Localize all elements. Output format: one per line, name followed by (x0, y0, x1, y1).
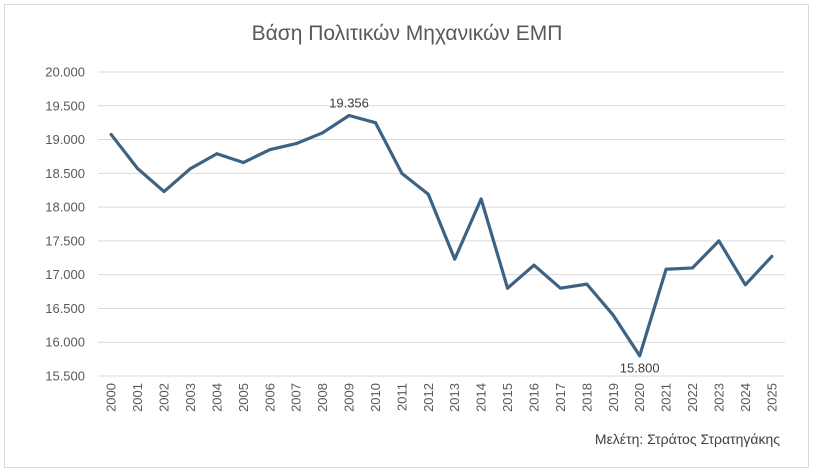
data-point (532, 263, 536, 267)
data-labels: 19.356 15.800 (329, 96, 659, 376)
y-tick-label: 19.500 (45, 98, 85, 113)
chart-title: Βάση Πολιτικών Μηχανικών ΕΜΠ (251, 22, 563, 45)
x-tick-label: 2009 (342, 383, 357, 412)
x-tick-label: 2012 (421, 383, 436, 412)
data-point (188, 167, 192, 171)
data-point (294, 142, 298, 146)
series-line (109, 113, 774, 358)
x-tick-label: 2003 (183, 383, 198, 412)
data-point (321, 131, 325, 135)
data-point (611, 313, 615, 317)
data-point (400, 171, 404, 175)
x-tick-label: 2021 (659, 383, 674, 412)
x-tick-label: 2013 (447, 383, 462, 412)
x-tick-label: 2014 (474, 383, 489, 412)
data-point (691, 266, 695, 270)
data-point (241, 161, 245, 165)
data-point (717, 239, 721, 243)
x-tick-label: 2007 (289, 383, 304, 412)
x-tick-label: 2024 (738, 383, 753, 412)
data-point (268, 148, 272, 152)
x-tick-label: 2020 (632, 383, 647, 412)
x-tick-label: 2000 (104, 383, 119, 412)
x-tick-label: 2018 (579, 383, 594, 412)
data-point (373, 121, 377, 125)
data-point (585, 282, 589, 286)
x-tick-label: 2017 (553, 383, 568, 412)
y-tick-label: 18.000 (45, 200, 85, 215)
x-tick-label: 2016 (526, 383, 541, 412)
data-point (109, 133, 113, 137)
data-point (506, 286, 510, 290)
x-tick-label: 2011 (394, 383, 409, 411)
x-tick-label: 2002 (157, 383, 172, 412)
x-tick-label: 2022 (685, 383, 700, 412)
y-axis: 15.500 16.000 16.500 17.000 17.500 18.000 18.5… (45, 65, 85, 384)
data-point (162, 190, 166, 194)
data-point (664, 267, 668, 271)
x-tick-label: 2010 (368, 383, 383, 412)
data-point (558, 286, 562, 290)
data-point (347, 114, 351, 118)
data-label: 15.800 (620, 361, 660, 376)
chart-frame (4, 4, 809, 468)
x-axis: 2000 2001 2002 2003 2004 2005 2006 2007 2008 2009… (104, 383, 780, 412)
y-tick-label: 16.500 (45, 301, 85, 316)
x-tick-label: 2025 (764, 383, 779, 412)
x-tick-label: 2008 (315, 383, 330, 412)
y-tick-label: 19.000 (45, 132, 85, 147)
gridlines (98, 71, 785, 377)
x-tick-label: 2019 (606, 383, 621, 412)
y-tick-label: 16.000 (45, 335, 85, 350)
y-tick-label: 15.500 (45, 369, 85, 384)
x-tick-label: 2015 (500, 383, 515, 412)
data-point (743, 283, 747, 287)
series (109, 113, 774, 358)
x-tick-label: 2001 (130, 383, 145, 412)
data-point (136, 167, 140, 171)
data-point (770, 254, 774, 258)
x-tick-label: 2004 (209, 383, 224, 412)
data-point (215, 152, 219, 156)
x-tick-label: 2005 (236, 383, 251, 412)
y-tick-label: 18.500 (45, 166, 85, 181)
x-tick-label: 2006 (262, 383, 277, 412)
x-tick-label: 2023 (711, 383, 726, 412)
data-label: 19.356 (329, 96, 369, 111)
credit-annotation: Μελέτη: Στράτος Στρατηγάκης (594, 431, 780, 447)
data-point (453, 257, 457, 261)
data-point (479, 197, 483, 201)
data-point (638, 354, 642, 358)
data-point (426, 192, 430, 196)
y-tick-label: 17.500 (45, 233, 85, 248)
y-tick-label: 17.000 (45, 267, 85, 282)
y-tick-label: 20.000 (45, 65, 85, 80)
